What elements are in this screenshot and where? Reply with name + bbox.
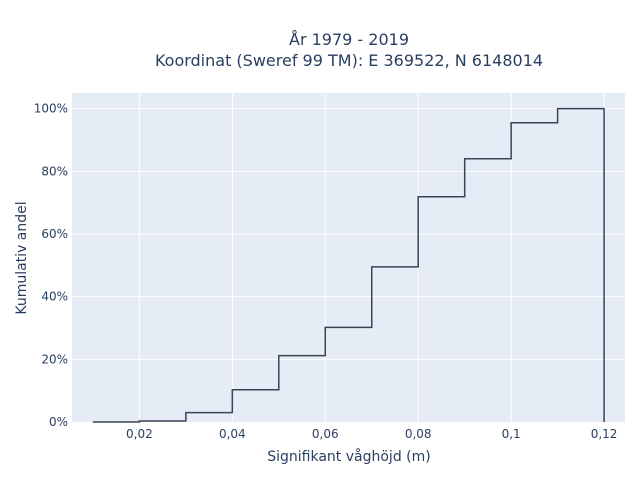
y-tick-label: 60% — [41, 227, 68, 241]
chart-title-line-1: År 1979 - 2019 — [289, 30, 409, 49]
x-tick-label: 0,04 — [219, 427, 246, 441]
series-layer — [92, 107, 605, 423]
y-tick-label: 20% — [41, 352, 68, 366]
y-tick-label: 0% — [49, 415, 68, 429]
x-tick-label: 0,08 — [405, 427, 432, 441]
cumulative-step-line — [92, 107, 605, 423]
x-axis-title: Signifikant våghöjd (m) — [267, 448, 430, 465]
y-axis-title: Kumulativ andel — [14, 201, 30, 314]
y-tick-label: 100% — [34, 102, 68, 116]
y-axis-ticks: 0% 20% 40% 60% 80% 100% — [34, 102, 68, 429]
plot-background — [72, 93, 625, 422]
chart-title-line-2: Koordinat (Sweref 99 TM): E 369522, N 61… — [155, 51, 543, 70]
x-tick-label: 0,06 — [312, 427, 339, 441]
x-tick-label: 0,12 — [591, 427, 618, 441]
y-tick-label: 40% — [41, 290, 68, 304]
x-tick-label: 0,1 — [502, 427, 521, 441]
y-tick-label: 80% — [41, 164, 68, 178]
x-tick-label: 0,02 — [126, 427, 153, 441]
x-axis-ticks: 0,02 0,04 0,06 0,08 0,1 0,12 — [126, 427, 617, 441]
